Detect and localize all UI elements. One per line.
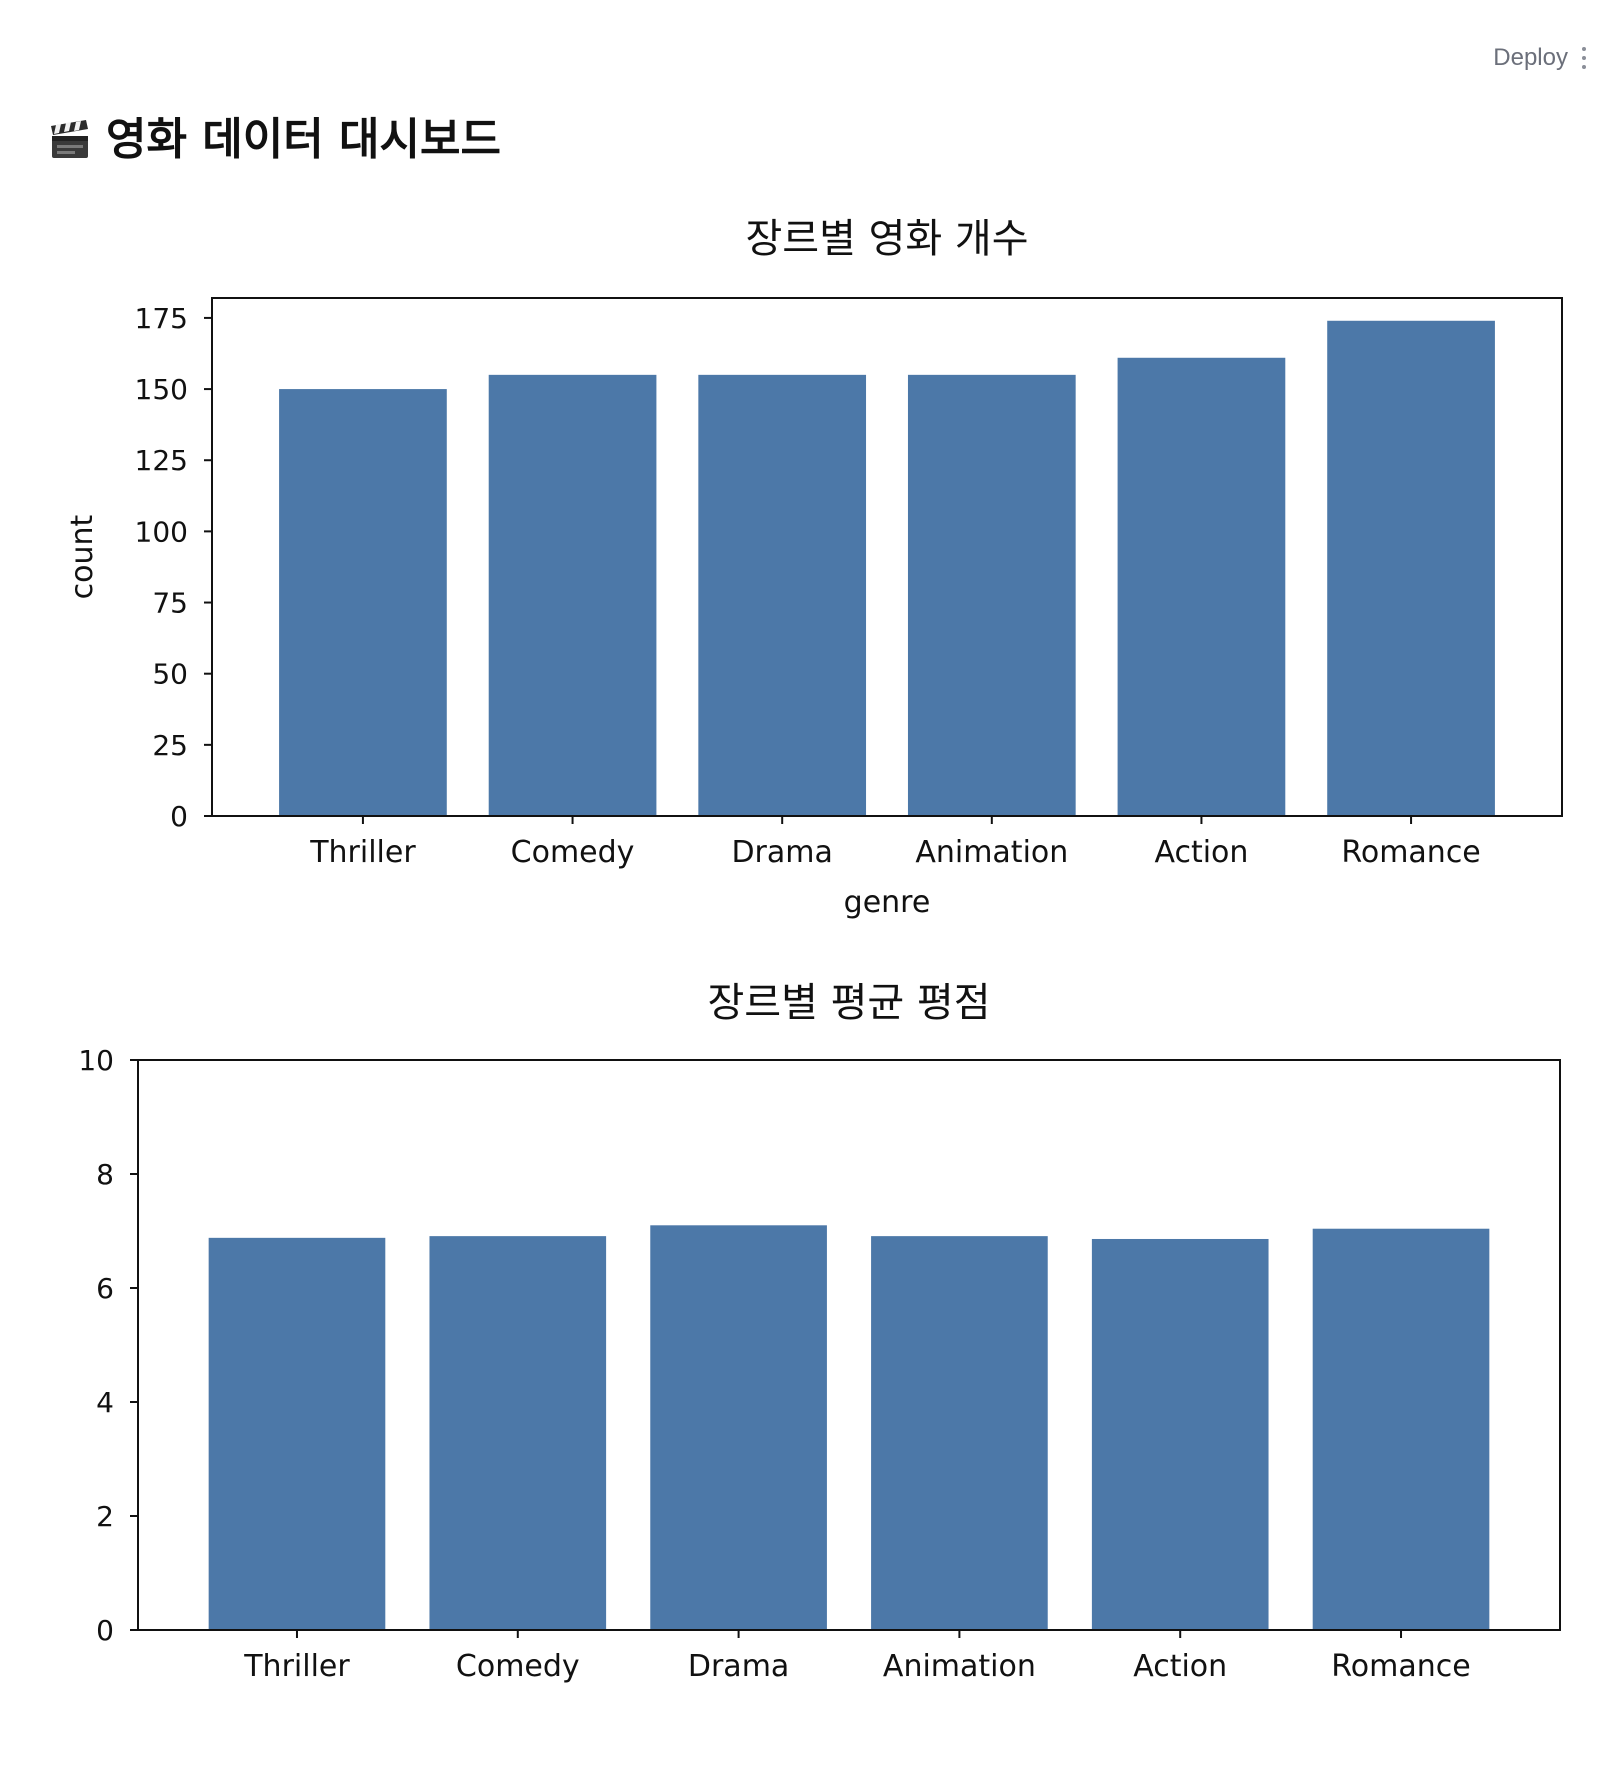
y-tick-label: 4 [96,1386,114,1419]
plot-frame [211,297,1563,817]
bar-action [1091,1238,1269,1630]
bar-animation [907,374,1076,816]
y-tick-label: 75 [152,587,188,620]
x-tick-label: Romance [1331,1649,1470,1684]
chart-title: 장르별 영화 개수 [745,216,1028,262]
bar-thriller [208,1237,386,1630]
x-tick-label: Comedy [511,835,635,870]
bar-drama [698,374,867,816]
x-tick-label: Animation [915,835,1068,870]
y-tick-label: 0 [96,1614,114,1647]
bar-drama [650,1225,827,1630]
chart-1: 장르별 영화 개수 Thriller Comedy Drama Animation Act… [65,216,1563,920]
clapper-board-icon [51,120,88,158]
bar-comedy [429,1236,607,1630]
y-axis-label: count [65,514,100,599]
x-tick-label: Action [1154,835,1248,870]
chart-2: 장르별 평균 평점 Thriller Comedy Drama Animation Act… [78,980,1561,1684]
deploy-button[interactable]: Deploy [1493,44,1568,71]
y-tick-label: 8 [96,1158,114,1191]
y-tick-label: 50 [152,658,188,691]
x-axis-label: genre [844,885,931,920]
bar-comedy [488,374,657,816]
chart-title: 장르별 평균 평점 [707,980,990,1026]
bar-romance [1327,320,1495,816]
x-tick-label: Drama [688,1649,789,1684]
x-tick-label: Action [1133,1649,1227,1684]
x-tick-label: Drama [731,835,832,870]
y-tick-label: 2 [96,1500,114,1533]
x-tick-label: Animation [883,1649,1036,1684]
bar-thriller [279,389,447,816]
x-tick-label: Romance [1341,835,1480,870]
bar-action [1117,357,1286,816]
y-tick-label: 10 [78,1044,114,1077]
y-tick-label: 125 [135,444,188,477]
y-tick-label: 25 [152,729,188,762]
x-tick-label: Comedy [456,1649,580,1684]
x-tick-label: Thriller [243,1649,350,1684]
plot-frame [137,1059,1561,1631]
y-tick-label: 175 [135,302,188,335]
more-options-icon[interactable] [1582,47,1588,69]
y-tick-label: 150 [135,373,188,406]
y-tick-label: 100 [135,515,188,548]
x-tick-label: Thriller [309,835,416,870]
bar-animation [871,1236,1048,1630]
y-tick-label: 0 [170,800,188,833]
y-tick-label: 6 [96,1272,114,1305]
bar-romance [1312,1228,1490,1630]
top-toolbar: Deploy [1493,42,1588,74]
page-title: 영화 데이터 대시보드 [48,108,501,172]
page-title-text: 영화 데이터 대시보드 [106,114,501,165]
